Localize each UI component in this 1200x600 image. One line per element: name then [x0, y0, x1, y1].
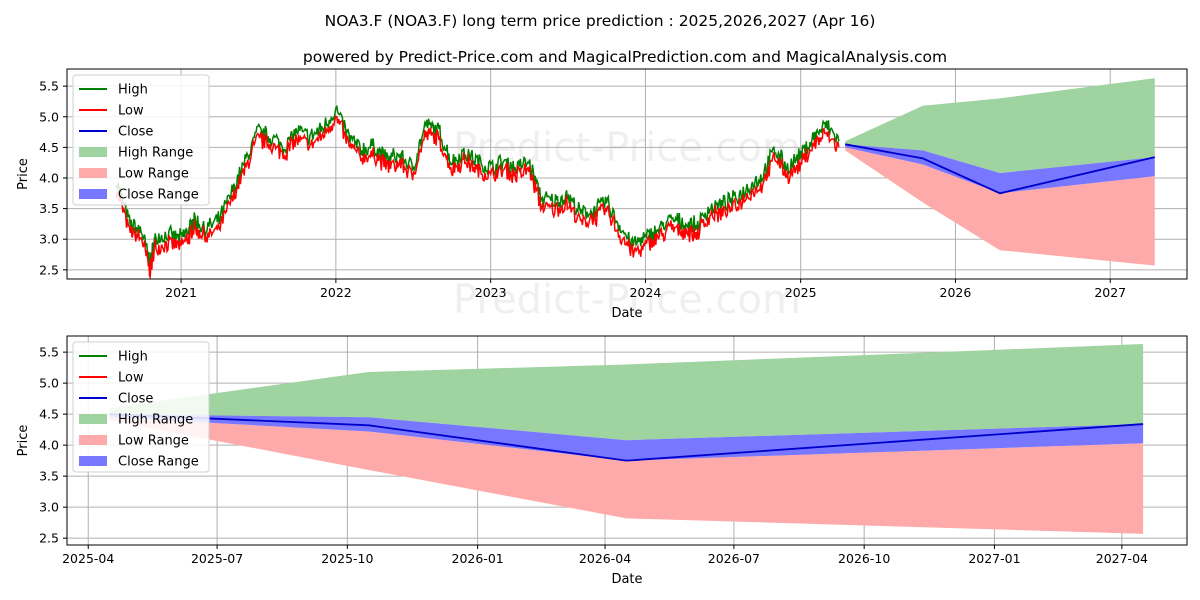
close-forecast-line — [845, 143, 1155, 195]
x-tick-label: 2024 — [630, 285, 662, 300]
y-tick-label: 5.5 — [39, 345, 59, 360]
y-tick-label: 4.0 — [39, 170, 59, 185]
x-tick-label: 2026 — [940, 285, 972, 300]
y-tick-label: 2.5 — [39, 531, 59, 546]
legend: High Low Close High Range Low Range Close Ran… — [72, 74, 210, 206]
x-tick-label: 2022 — [320, 285, 352, 300]
x-tick-label: 2026-07 — [708, 551, 760, 566]
x-tick-label: 2026-01 — [452, 551, 504, 566]
legend-high-range-swatch — [79, 147, 107, 157]
top-panel: Predict-Price.com Predict-Price.com 2.5 3.0… — [16, 68, 1188, 323]
legend: High Low Close High Range Low Range Close Ran… — [72, 341, 210, 473]
y-tick-label: 5.5 — [39, 79, 59, 94]
x-tick-label: 2027 — [1094, 285, 1126, 300]
y-tick-label: 3.0 — [39, 232, 59, 247]
legend-low-range-swatch — [79, 435, 107, 445]
chart-subtitle: powered by Predict-Price.com and Magical… — [303, 48, 947, 66]
low-range-band — [845, 147, 1155, 266]
high-range-band — [845, 78, 1155, 174]
legend-high-label: High — [118, 350, 148, 365]
y-axis-label: Price — [16, 425, 31, 457]
y-tick-label: 5.0 — [39, 109, 59, 124]
y-axis-label: Price — [16, 158, 31, 190]
legend-close-range-label: Close Range — [118, 188, 199, 203]
legend-close-label: Close — [118, 125, 153, 140]
legend-low-range-swatch — [79, 168, 107, 178]
legend-high-range-label: High Range — [118, 146, 193, 161]
legend-low-range-label: Low Range — [118, 167, 189, 182]
x-tick-label: 2027-04 — [1096, 551, 1148, 566]
legend-low-range-label: Low Range — [118, 434, 189, 449]
legend-low-label: Low — [118, 104, 144, 119]
y-tick-label: 4.0 — [39, 438, 59, 453]
x-axis-label: Date — [611, 572, 642, 587]
watermark-text: Predict-Price.com — [453, 125, 801, 171]
legend-high-range-swatch — [79, 414, 107, 424]
legend-high-range-label: High Range — [118, 413, 193, 428]
plot-frame — [66, 68, 1188, 280]
low-series-line — [115, 115, 840, 280]
legend-close-range-swatch — [79, 456, 107, 466]
low-range-band — [109, 417, 1144, 534]
x-tick-label: 2025 — [785, 285, 817, 300]
chart-title: NOA3.F (NOA3.F) long term price predicti… — [325, 12, 876, 30]
legend-close-range-swatch — [79, 189, 107, 199]
x-tick-label: 2021 — [165, 285, 197, 300]
close-forecast-line — [109, 413, 1144, 462]
x-tick-label: 2025-07 — [191, 551, 243, 566]
x-axis-label: Date — [611, 306, 642, 321]
close-range-band — [845, 144, 1155, 194]
y-tick-label: 2.5 — [39, 262, 59, 277]
bottom-panel: Predict-Price.com2.53.03.54.04.55.05.520… — [16, 335, 1188, 587]
legend-close-range-label: Close Range — [118, 455, 199, 470]
x-tick-label: 2026-04 — [579, 551, 631, 566]
watermark-text: Predict-Price.com — [453, 277, 801, 323]
x-tick-label: 2023 — [475, 285, 507, 300]
legend-low-label: Low — [118, 371, 144, 386]
x-tick-label: 2027-01 — [968, 551, 1020, 566]
y-tick-label: 3.5 — [39, 201, 59, 216]
y-tick-label: 3.5 — [39, 469, 59, 484]
y-tick-label: 4.5 — [39, 140, 59, 155]
legend-high-label: High — [118, 83, 148, 98]
y-tick-label: 3.0 — [39, 500, 59, 515]
legend-close-label: Close — [118, 392, 153, 407]
x-tick-label: 2025-10 — [321, 551, 373, 566]
y-tick-label: 5.0 — [39, 376, 59, 391]
x-tick-label: 2026-10 — [838, 551, 890, 566]
y-tick-label: 4.5 — [39, 407, 59, 422]
x-tick-label: 2025-04 — [62, 551, 114, 566]
plot-frame — [66, 335, 1188, 546]
high-range-band — [109, 344, 1144, 441]
